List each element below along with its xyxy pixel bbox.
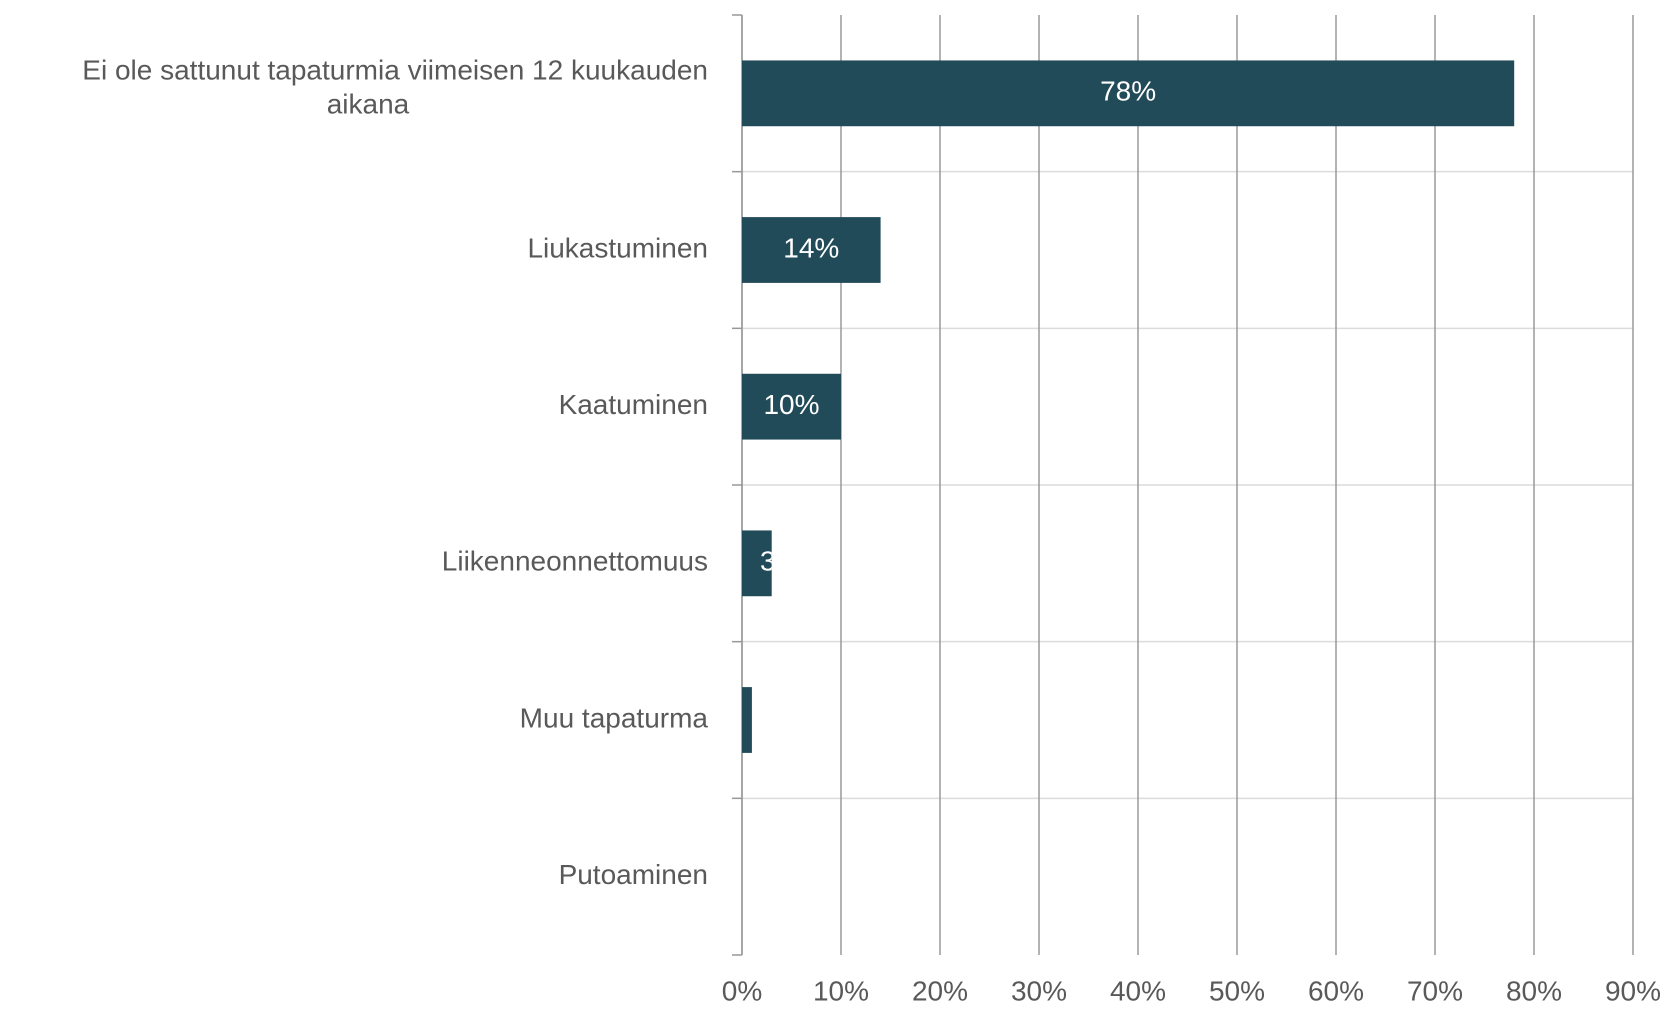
y-tick-label: Putoaminen (559, 859, 708, 890)
x-tick-label: 50% (1209, 975, 1265, 1006)
y-tick-label: Liukastuminen (527, 232, 708, 263)
value-label: 78% (1100, 76, 1156, 107)
bar (742, 217, 881, 283)
value-label: 14% (783, 232, 839, 263)
bar (742, 530, 772, 597)
x-tick-label: 90% (1605, 975, 1661, 1006)
x-tick-label: 20% (912, 975, 968, 1006)
x-tick-label: 80% (1506, 975, 1562, 1006)
bar (742, 373, 841, 440)
x-tick-label: 0% (722, 975, 762, 1006)
y-tick-label: Ei ole sattunut tapaturmia viimeisen 12 … (82, 55, 708, 120)
bar (742, 687, 752, 753)
x-tick-label: 40% (1110, 975, 1166, 1006)
x-tick-label: 70% (1407, 975, 1463, 1006)
x-tick-label: 60% (1308, 975, 1364, 1006)
x-tick-label: 30% (1011, 975, 1067, 1006)
y-tick-label: Liikenneonnettomuus (442, 546, 708, 577)
y-tick-label: Muu tapaturma (520, 702, 709, 733)
bar (742, 60, 1515, 127)
y-tick-label: Kaatuminen (559, 389, 708, 420)
value-label: 3% (760, 546, 800, 577)
value-label: 10% (763, 389, 819, 420)
x-tick-label: 10% (813, 975, 869, 1006)
